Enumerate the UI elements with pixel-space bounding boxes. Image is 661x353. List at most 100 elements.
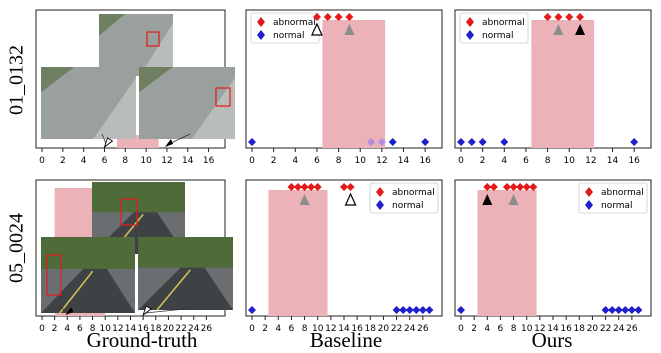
anomaly-band xyxy=(531,20,595,148)
open-arrow-head xyxy=(103,137,114,149)
legend-normal-marker xyxy=(257,30,265,40)
legend-abnormal-label: abnormal xyxy=(273,18,316,28)
lane-line xyxy=(156,269,191,311)
x-tick-label: 12 xyxy=(376,156,387,166)
video-frame-thumbnail xyxy=(41,237,135,314)
frame-marker-filled xyxy=(575,24,586,35)
x-tick-label: 10 xyxy=(312,324,324,334)
x-tick-label: 20 xyxy=(378,324,390,334)
x-tick-label: 24 xyxy=(188,324,200,334)
legend-normal-label: normal xyxy=(482,31,514,41)
open-arrow-shaft xyxy=(145,307,196,314)
x-tick-label: 2 xyxy=(480,156,486,166)
legend-normal-marker xyxy=(376,200,384,210)
x-tick-label: 8 xyxy=(302,324,308,334)
anomaly-band xyxy=(268,190,328,316)
detection-diamond-abnormal xyxy=(307,183,316,191)
detection-diamond-normal xyxy=(500,138,509,146)
legend-normal-marker xyxy=(585,200,593,210)
x-tick-label: 14 xyxy=(607,156,619,166)
x-tick-label: 22 xyxy=(600,324,611,334)
frame-marker-gray xyxy=(344,24,355,35)
detection-diamond-normal xyxy=(614,306,623,314)
legend-abnormal-marker xyxy=(257,17,265,27)
legend-abnormal-marker xyxy=(585,187,593,197)
detection-diamond-abnormal xyxy=(489,183,498,191)
x-tick-label: 6 xyxy=(314,156,320,166)
open-arrow-head xyxy=(142,305,152,317)
frame-marker-gray xyxy=(508,194,519,205)
x-tick-label: 16 xyxy=(628,156,640,166)
ours-column-label: Ours xyxy=(531,328,573,352)
frame-marker-gray xyxy=(553,24,564,35)
detection-diamond-abnormal xyxy=(334,13,343,21)
detection-diamond-normal xyxy=(412,306,421,314)
x-tick-label: 2 xyxy=(52,324,58,334)
road-area xyxy=(138,267,233,310)
x-tick-label: 22 xyxy=(175,324,186,334)
x-tick-label: 4 xyxy=(292,156,298,166)
lane-line xyxy=(59,270,94,314)
x-tick-label: 26 xyxy=(201,324,213,334)
frame-marker-filled xyxy=(482,194,493,205)
legend-abnormal-label: abnormal xyxy=(392,188,435,198)
groundtruth-column-label: Ground-truth xyxy=(86,328,198,352)
detection-diamond-faded xyxy=(377,138,386,146)
detection-box xyxy=(46,254,62,296)
anomaly-band xyxy=(322,20,386,148)
legend-abnormal-label: abnormal xyxy=(482,18,525,28)
legend-box xyxy=(459,12,529,44)
detection-diamond-normal xyxy=(627,306,636,314)
trees-area xyxy=(92,182,185,213)
x-tick-label: 26 xyxy=(626,324,638,334)
detection-diamond-normal xyxy=(608,306,617,314)
detection-diamond-normal xyxy=(392,306,401,314)
anomaly-band xyxy=(477,190,537,316)
pavement-area xyxy=(191,77,235,139)
detection-diamond-abnormal xyxy=(516,183,525,191)
x-tick-label: 4 xyxy=(64,324,70,334)
x-tick-label: 6 xyxy=(102,156,108,166)
filled-arrow-shaft xyxy=(59,305,68,314)
legend-normal-marker xyxy=(466,30,474,40)
x-tick-label: 4 xyxy=(501,156,507,166)
grass-area xyxy=(139,67,173,93)
legend: abnormal normal xyxy=(369,182,439,214)
pavement-area xyxy=(93,77,136,139)
legend: abnormal normal xyxy=(578,182,648,214)
video-frame-thumbnail xyxy=(99,14,173,76)
x-tick-label: 22 xyxy=(391,324,402,334)
x-tick-label: 26 xyxy=(417,324,429,334)
detection-diamond-abnormal xyxy=(576,13,585,21)
x-tick-label: 10 xyxy=(521,324,533,334)
x-tick-label: 10 xyxy=(564,156,576,166)
detection-diamond-normal xyxy=(248,138,256,146)
detection-diamond-normal xyxy=(405,306,414,314)
legend-abnormal-marker xyxy=(376,187,384,197)
trees-area xyxy=(41,237,135,269)
x-tick-label: 18 xyxy=(574,324,586,334)
detection-diamond-abnormal xyxy=(554,13,563,21)
detection-diamond-abnormal xyxy=(503,183,511,191)
x-tick-label: 0 xyxy=(249,156,255,166)
detection-diamond-abnormal xyxy=(323,13,332,21)
x-tick-label: 2 xyxy=(60,156,66,166)
x-tick-label: 0 xyxy=(39,156,45,166)
detection-diamond-normal xyxy=(418,306,427,314)
x-tick-label: 12 xyxy=(112,324,123,334)
x-tick-label: 20 xyxy=(163,324,175,334)
detection-diamond-normal xyxy=(425,306,434,314)
video-frame-thumbnail xyxy=(41,67,136,139)
x-tick-label: 0 xyxy=(39,324,45,334)
x-tick-label: 18 xyxy=(365,324,377,334)
x-tick-label: 12 xyxy=(325,324,336,334)
frame-marker-open xyxy=(311,22,323,36)
x-tick-label: 8 xyxy=(122,156,128,166)
detection-diamond-abnormal xyxy=(313,183,322,191)
detection-diamond-normal xyxy=(478,138,487,146)
x-tick-label: 12 xyxy=(585,156,596,166)
detection-diamond-normal xyxy=(601,306,610,314)
detection-diamond-abnormal xyxy=(509,183,518,191)
legend: abnormal normal xyxy=(459,12,529,44)
